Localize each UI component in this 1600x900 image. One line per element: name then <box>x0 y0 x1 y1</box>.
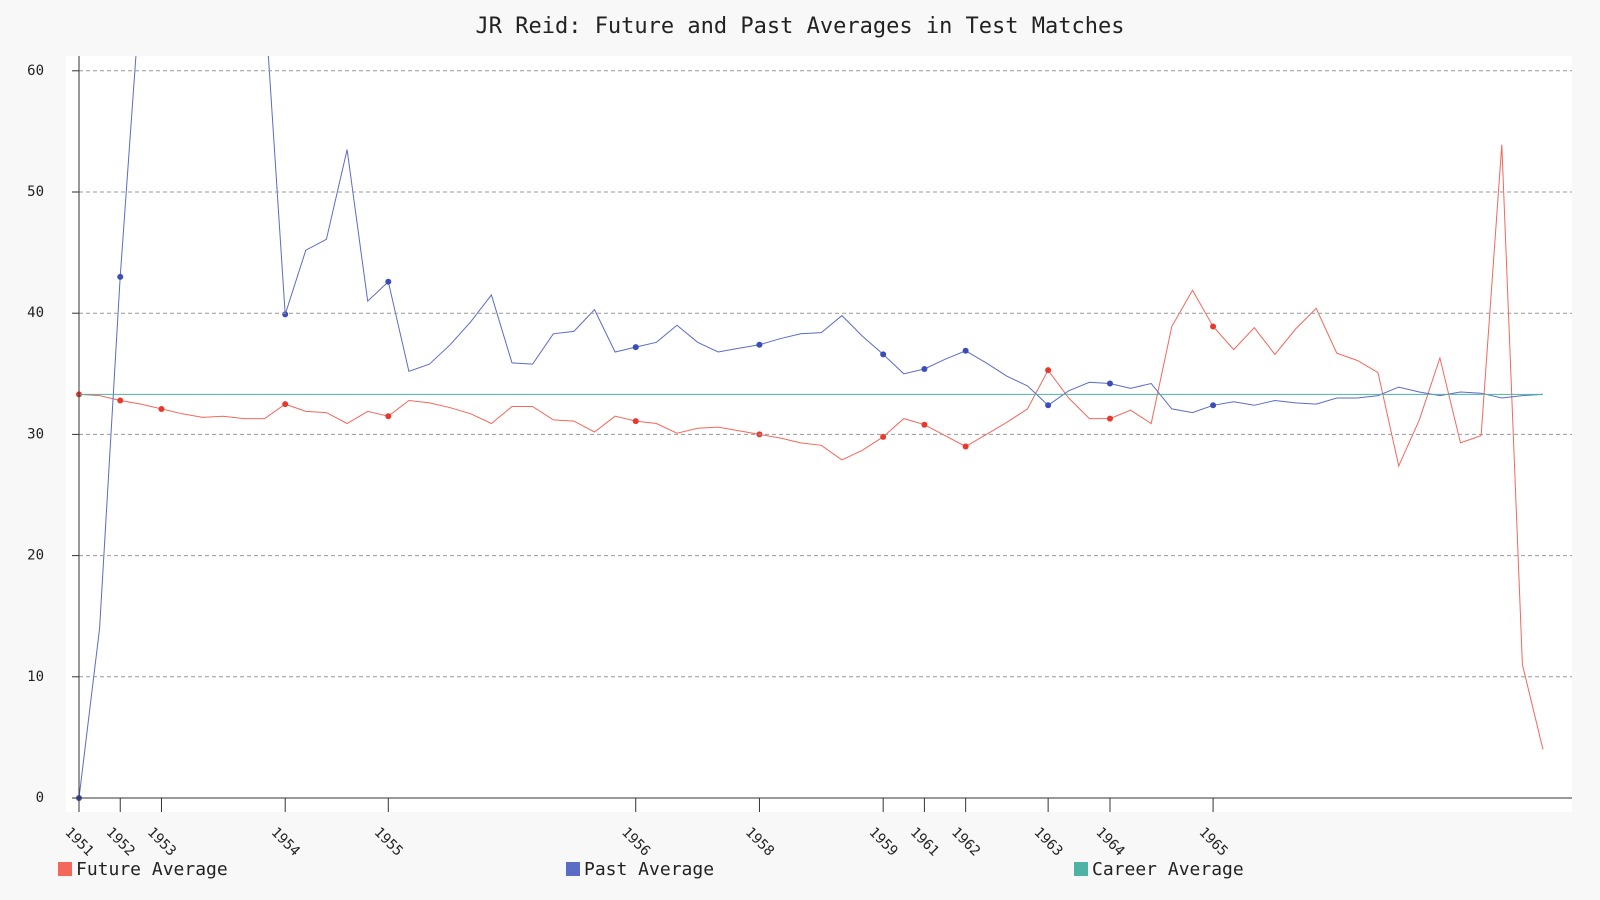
legend-item[interactable]: Past Average <box>566 859 714 880</box>
data-point <box>1210 402 1217 409</box>
data-point <box>880 351 887 358</box>
x-tick-label: 1961 <box>907 824 942 859</box>
y-tick-label: 40 <box>27 305 44 321</box>
x-tick-label: 1958 <box>742 824 777 859</box>
x-tick-label: 1965 <box>1196 824 1231 859</box>
series-line <box>78 56 1544 799</box>
legend-text[interactable]: Past Average <box>584 859 714 880</box>
legend-swatch[interactable] <box>566 862 580 876</box>
x-tick-label: 1951 <box>61 824 96 859</box>
data-point <box>632 418 639 425</box>
x-tick-label: 1954 <box>268 824 303 859</box>
legend-item[interactable]: Career Average <box>1074 859 1244 880</box>
data-point <box>632 344 639 351</box>
data-point <box>962 443 969 450</box>
data-point <box>282 401 289 408</box>
data-point <box>385 413 392 420</box>
legend-text[interactable]: Career Average <box>1092 859 1244 880</box>
x-tick-label: 1955 <box>371 824 406 859</box>
data-point <box>282 311 289 318</box>
legend-swatch[interactable] <box>1074 862 1088 876</box>
x-tick-label: 1953 <box>144 824 179 859</box>
data-point <box>158 405 165 412</box>
data-point <box>117 397 124 404</box>
data-point <box>880 433 887 440</box>
x-tick-label: 1962 <box>948 824 983 859</box>
data-point <box>921 421 928 428</box>
chart-title: JR Reid: Future and Past Averages in Tes… <box>475 14 1124 39</box>
y-tick-label: 0 <box>36 790 44 806</box>
x-tick-label: 1959 <box>866 824 901 859</box>
data-point <box>756 341 763 348</box>
data-point <box>117 273 124 280</box>
legend-item[interactable]: Future Average <box>58 859 228 880</box>
series-line <box>78 144 1544 750</box>
plot <box>76 56 1544 801</box>
data-point <box>1210 323 1217 330</box>
data-point <box>962 347 969 354</box>
data-point <box>921 365 928 372</box>
y-tick-label: 20 <box>27 548 44 564</box>
legend-text[interactable]: Future Average <box>76 859 228 880</box>
data-point <box>1106 415 1113 422</box>
y-tick-label: 50 <box>27 184 44 200</box>
y-tick-label: 30 <box>27 426 44 442</box>
legend-swatch[interactable] <box>58 862 72 876</box>
y-tick-label: 10 <box>27 669 44 685</box>
x-tick-label: 1952 <box>103 824 138 859</box>
x-tick-label: 1956 <box>618 824 653 859</box>
data-point <box>1045 367 1052 374</box>
x-tick-label: 1963 <box>1031 824 1066 859</box>
y-tick-label: 60 <box>27 63 44 79</box>
data-point <box>1106 380 1113 387</box>
data-point <box>1045 402 1052 409</box>
data-point <box>385 278 392 285</box>
x-tick-label: 1964 <box>1092 824 1127 859</box>
